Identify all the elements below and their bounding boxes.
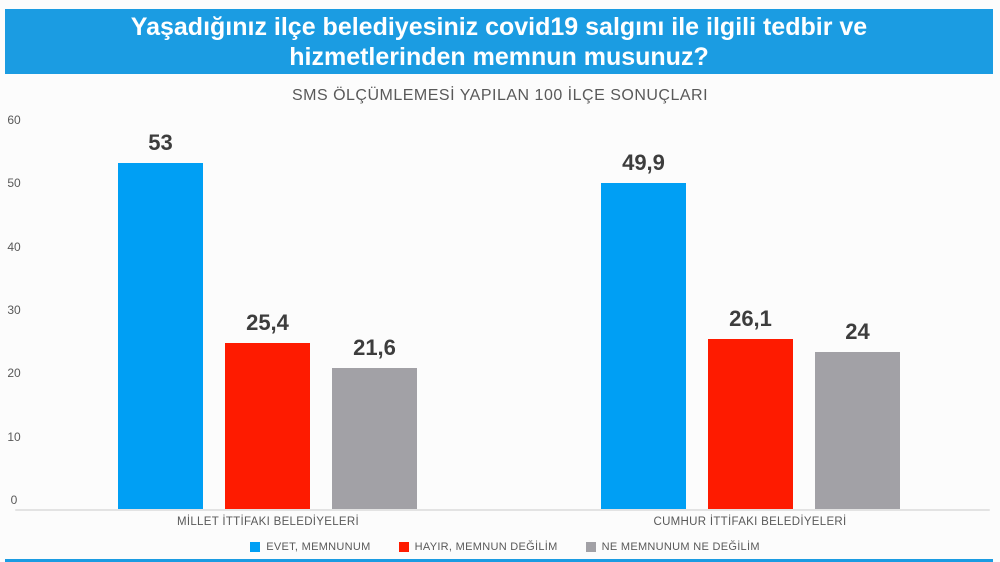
bar-value-label: 21,6	[353, 335, 396, 361]
y-axis-tick-label: 30	[7, 303, 21, 317]
x-axis-line	[15, 509, 990, 511]
legend-label: HAYIR, MEMNUN DEĞİLİM	[414, 541, 558, 553]
legend-color-swatch	[585, 542, 596, 552]
legend-color-swatch	[250, 542, 261, 552]
y-axis-tick-label: 50	[7, 176, 21, 191]
y-axis-tick-label: 0	[10, 493, 18, 507]
legend-color-swatch	[398, 542, 409, 552]
bar-value-label: 53	[148, 130, 173, 156]
legend: EVET, MEMNUNUM HAYIR, MEMNUN DEĞİLİM NE ME…	[10, 541, 1000, 553]
category-label-cumhur-ittifaki: CUMHUR İTTİFAKI BELEDİYELERİ	[653, 516, 847, 528]
chart-title-bar: Yaşadığınız ilçe belediyesiniz covid19 s…	[5, 9, 993, 74]
category-label-millet-ittifaki: MİLLET İTTİFAKI BELEDİYELERİ	[176, 516, 360, 528]
bar-value-label: 49,9	[622, 150, 665, 176]
legend-item: HAYIR, MEMNUN DEĞİLİM	[398, 541, 558, 553]
chart-title: Yaşadığınız ilçe belediyesiniz covid19 s…	[130, 12, 868, 71]
legend-item: NE MEMNUNUM NE DEĞİLİM	[585, 541, 760, 553]
y-axis-tick-label: 10	[7, 429, 21, 444]
y-axis-tick-label: 40	[7, 239, 21, 254]
y-axis-tick-label: 20	[7, 366, 21, 381]
legend-label: NE MEMNUNUM NE DEĞİLİM	[601, 541, 760, 553]
bottom-blue-strip	[5, 559, 993, 562]
bar-value-label: 25,4	[246, 310, 289, 336]
chart-subtitle: SMS ÖLÇÜMLEMESİ YAPILAN 100 İLÇE SONUÇLA…	[291, 87, 709, 104]
bar-series2-group1	[225, 343, 310, 509]
bar-value-label: 26,1	[729, 305, 772, 331]
y-axis-tick-label: 60	[7, 113, 21, 128]
bar-series3-group1	[332, 368, 417, 509]
bar-value-label: 24	[845, 319, 870, 345]
bar-series3-group2	[815, 352, 900, 509]
bar-series1-group1	[118, 163, 203, 509]
legend-label: EVET, MEMNUNUM	[266, 541, 371, 553]
bar-series2-group2	[708, 338, 793, 509]
legend-item: EVET, MEMNUNUM	[250, 541, 370, 553]
bar-series1-group2	[601, 183, 686, 509]
